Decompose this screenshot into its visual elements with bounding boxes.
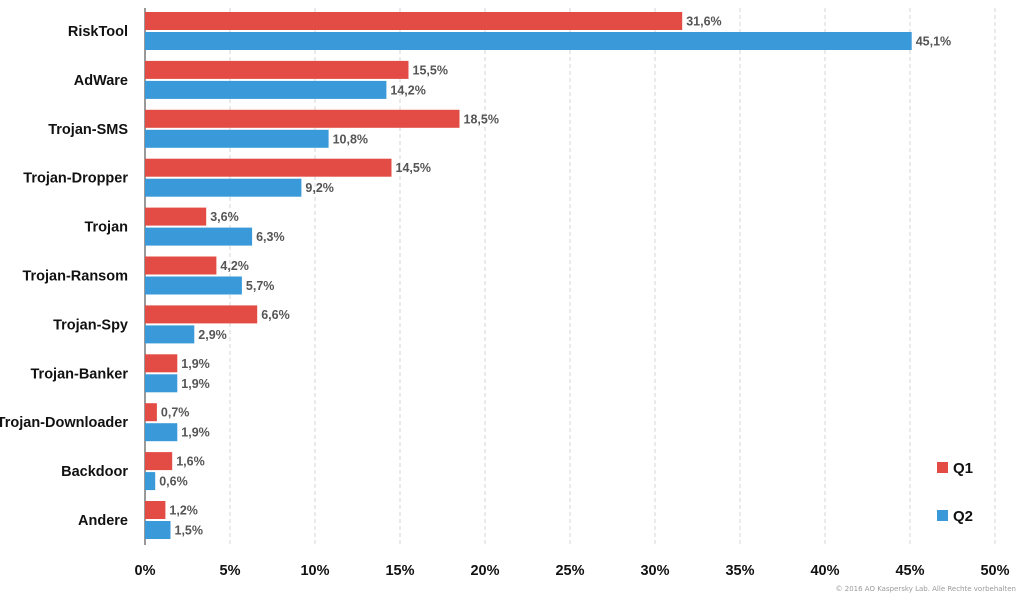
bar-q2	[145, 32, 912, 50]
bar-q1	[145, 305, 258, 324]
data-label: 1,2%	[169, 504, 198, 518]
data-label: 6,3%	[256, 230, 285, 244]
data-label: 18,5%	[464, 112, 499, 126]
data-label: 31,6%	[686, 15, 721, 29]
bar-q2	[145, 227, 253, 246]
bar-q2	[145, 374, 178, 393]
data-label: 45,1%	[916, 35, 951, 49]
bar-q2	[145, 80, 387, 99]
data-label: 1,9%	[181, 426, 210, 440]
bar-q1	[145, 501, 166, 519]
x-tick-label: 35%	[725, 563, 754, 579]
legend-label: Q1	[953, 460, 973, 477]
data-label: 3,6%	[210, 210, 239, 224]
bar-q2	[145, 129, 329, 148]
bar-q2	[145, 472, 156, 491]
x-tick-label: 30%	[640, 563, 669, 579]
bar-q1	[145, 207, 207, 226]
legend-swatch	[937, 510, 948, 521]
data-label: 14,5%	[396, 161, 431, 175]
bar-q2	[145, 423, 178, 442]
bar-q2	[145, 325, 195, 344]
x-tick-label: 20%	[470, 563, 499, 579]
bar-q1	[145, 354, 178, 373]
data-label: 15,5%	[413, 63, 448, 77]
bar-q1	[145, 109, 460, 128]
data-label: 5,7%	[246, 279, 275, 293]
category-label: Trojan-SMS	[48, 122, 128, 138]
data-label: 1,6%	[176, 455, 205, 469]
data-label: 0,7%	[161, 406, 190, 420]
bar-q1	[145, 403, 157, 422]
category-label: Trojan-Dropper	[23, 171, 128, 187]
category-label: Andere	[78, 513, 128, 529]
bar-q2	[145, 178, 302, 197]
x-tick-label: 25%	[555, 563, 584, 579]
data-label: 9,2%	[305, 181, 334, 195]
data-label: 14,2%	[390, 83, 425, 97]
legend-label: Q2	[953, 508, 973, 525]
x-tick-label: 5%	[220, 563, 241, 579]
x-tick-label: 0%	[135, 563, 156, 579]
legend-swatch	[937, 462, 948, 473]
category-label: Trojan-Downloader	[0, 415, 128, 431]
data-label: 0,6%	[159, 475, 188, 489]
category-label: Trojan	[84, 220, 128, 236]
bars	[145, 12, 912, 539]
bar-q1	[145, 452, 173, 471]
bar-q2	[145, 276, 242, 295]
legend: Q1 Q2	[937, 460, 973, 525]
value-labels: 31,6% 45,1% 15,5% 14,2% 18,5% 10,8% 14,5% 9,2% 3…	[159, 15, 951, 538]
x-tick-label: 15%	[385, 563, 414, 579]
bar-q2	[145, 521, 171, 539]
data-label: 6,6%	[261, 308, 290, 322]
copyright-text: © 2016 AO Kaspersky Lab. Alle Rechte vor…	[836, 585, 1016, 593]
bar-q1	[145, 60, 409, 79]
data-label: 10,8%	[333, 132, 368, 146]
data-label: 1,9%	[181, 357, 210, 371]
x-tick-label: 10%	[300, 563, 329, 579]
category-label: Trojan-Ransom	[22, 269, 128, 285]
category-label: Trojan-Spy	[53, 317, 128, 333]
x-axis-ticks: 0% 5% 10% 15% 20% 25% 30% 35% 40% 45% 50%	[135, 563, 1010, 579]
category-label: RiskTool	[68, 24, 128, 40]
category-label: Trojan-Banker	[31, 366, 129, 382]
data-label: 2,9%	[198, 328, 227, 342]
x-tick-label: 50%	[980, 563, 1009, 579]
bar-q1	[145, 256, 217, 275]
data-label: 1,5%	[175, 524, 204, 538]
category-label: Backdoor	[61, 464, 128, 480]
data-label: 4,2%	[220, 259, 249, 273]
data-label: 1,9%	[181, 377, 210, 391]
bar-q1	[145, 12, 683, 30]
x-tick-label: 40%	[810, 563, 839, 579]
bar-q1	[145, 158, 392, 177]
x-tick-label: 45%	[895, 563, 924, 579]
category-labels: RiskTool AdWare Trojan-SMS Trojan-Dropper Tr…	[0, 24, 128, 529]
category-label: AdWare	[74, 73, 128, 89]
